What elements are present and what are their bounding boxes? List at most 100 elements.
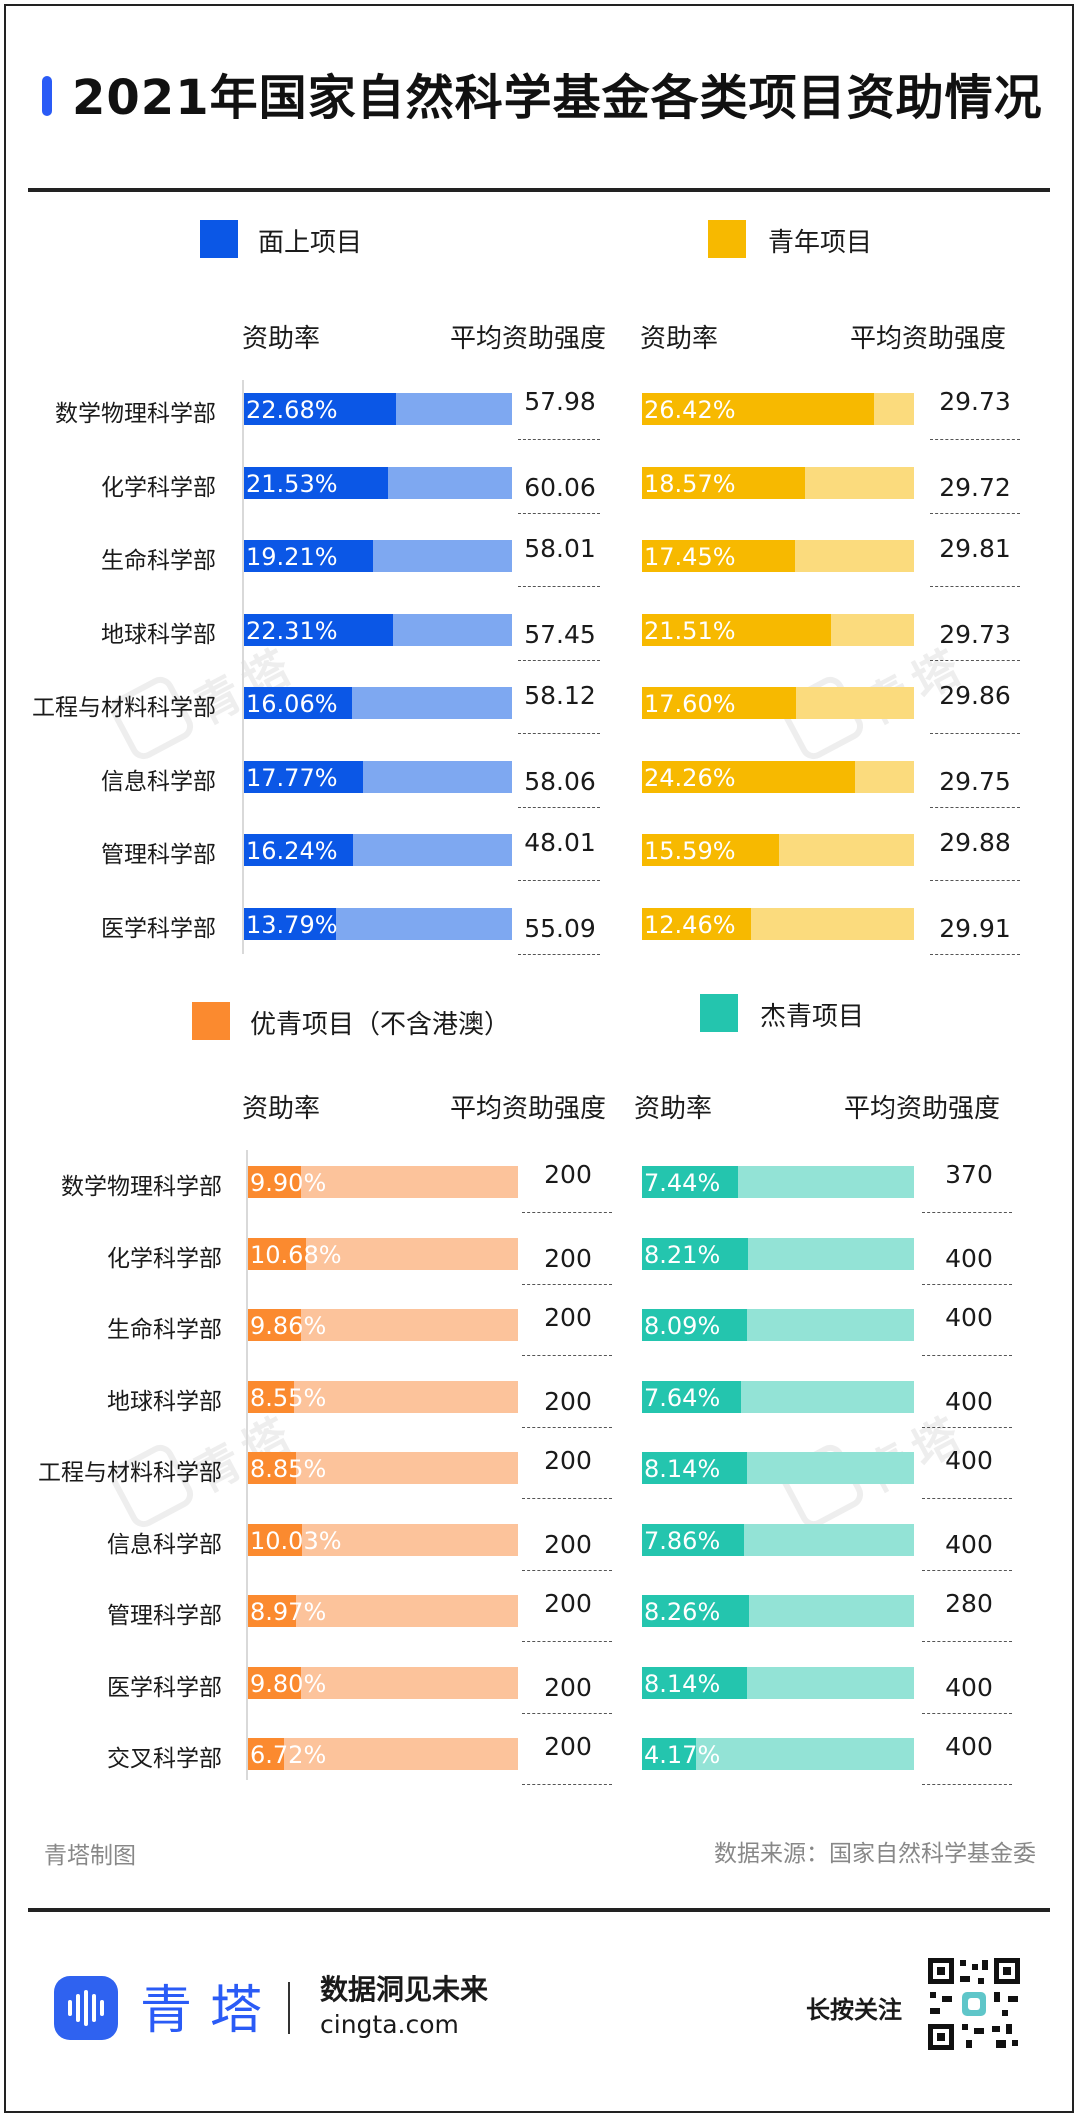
col-header-avg: 平均资助强度 [450, 1094, 607, 1124]
category-label: 工程与材料科学部 [38, 1460, 222, 1486]
rate-data-label: 8.21% [644, 1240, 721, 1269]
row-divider [930, 586, 1020, 587]
category-label: 生命科学部 [101, 548, 216, 574]
category-label: 化学科学部 [101, 474, 216, 501]
qr-code-icon[interactable] [926, 1956, 1022, 2052]
row-divider [930, 439, 1020, 440]
legend-swatch-distinguished [700, 994, 738, 1032]
row-divider [930, 806, 1020, 808]
row-divider [518, 953, 600, 955]
row-divider [922, 1355, 1012, 1356]
row-divider [522, 1641, 612, 1642]
avg-data-label: 57.45 [524, 619, 596, 649]
row-divider [518, 512, 600, 514]
rate-bar-fill [244, 760, 363, 793]
rate-bar-fill [642, 1595, 749, 1627]
avg-data-label: 29.86 [939, 681, 1011, 710]
rate-data-label: 6.72% [250, 1741, 327, 1769]
category-label: 管理科学部 [101, 842, 216, 868]
rate-data-label: 12.46% [644, 910, 736, 939]
rate-bar-fill [248, 1523, 302, 1556]
avg-data-label: 48.01 [524, 828, 596, 857]
rate-data-label: 24.26% [644, 763, 736, 792]
avg-data-label: 400 [945, 1529, 993, 1559]
category-label: 生命科学部 [107, 1317, 222, 1343]
rate-data-label: 7.44% [644, 1169, 721, 1197]
avg-data-label: 57.98 [524, 387, 596, 416]
avg-data-label: 29.73 [939, 387, 1011, 416]
col-header-rate: 资助率 [640, 324, 719, 354]
col-header-rate: 资助率 [242, 324, 321, 354]
row-divider [930, 880, 1020, 881]
category-label: 数学物理科学部 [61, 1174, 222, 1200]
rate-data-label: 21.51% [644, 616, 736, 645]
avg-data-label: 200 [544, 1160, 592, 1189]
legend-swatch-general [200, 220, 238, 258]
axis-line [242, 380, 244, 954]
rate-bar-fill [642, 1523, 744, 1556]
col-header-avg: 平均资助强度 [850, 324, 1007, 354]
brand-separator [288, 1982, 290, 2034]
rate-data-label: 9.90% [250, 1169, 327, 1197]
rate-bar-fill [642, 1666, 747, 1699]
legend-label-youth: 青年项目 [768, 228, 873, 258]
rate-bar-fill [248, 1738, 284, 1770]
row-divider [922, 1569, 1012, 1571]
row-divider [922, 1641, 1012, 1642]
rate-data-label: 8.55% [250, 1383, 327, 1412]
rate-data-label: 19.21% [246, 543, 338, 571]
rate-bar-fill [642, 907, 751, 940]
legend-label-excellent: 优青项目（不含港澳） [250, 1010, 511, 1040]
rate-bar-fill [642, 466, 805, 499]
rate-data-label: 8.26% [644, 1598, 721, 1626]
rate-bar-fill [642, 1380, 741, 1413]
rate-bar-fill [248, 1166, 301, 1198]
col-header-avg: 平均资助强度 [844, 1094, 1001, 1124]
legend-swatch-youth [708, 220, 746, 258]
row-divider [922, 1426, 1012, 1428]
avg-data-label: 55.09 [524, 913, 596, 943]
row-divider [930, 512, 1020, 514]
legend-label-distinguished: 杰青项目 [760, 1002, 865, 1032]
source-text: 数据来源：国家自然科学基金委 [714, 1841, 1036, 1867]
row-divider [522, 1212, 612, 1213]
row-divider [518, 806, 600, 808]
avg-data-label: 200 [544, 1529, 592, 1559]
rate-data-label: 13.79% [246, 910, 338, 939]
row-divider [522, 1784, 612, 1785]
category-label: 地球科学部 [107, 1388, 222, 1415]
axis-line [246, 1150, 248, 1780]
row-divider [522, 1283, 612, 1285]
row-divider [518, 880, 600, 881]
rate-data-label: 10.68% [250, 1240, 342, 1269]
category-label: 数学物理科学部 [55, 401, 216, 427]
rate-bar-fill [244, 540, 373, 572]
row-divider [522, 1426, 612, 1428]
rate-data-label: 15.59% [644, 837, 736, 865]
rate-data-label: 7.86% [644, 1526, 721, 1555]
rate-bar-fill [642, 393, 874, 425]
rate-bar-fill [248, 1237, 306, 1270]
avg-data-label: 400 [945, 1243, 993, 1273]
rate-data-label: 7.64% [644, 1383, 721, 1412]
avg-data-label: 400 [945, 1446, 993, 1475]
avg-data-label: 58.06 [524, 766, 596, 796]
rate-data-label: 8.14% [644, 1669, 721, 1698]
rate-data-label: 21.53% [246, 469, 338, 498]
avg-data-label: 60.06 [524, 472, 596, 502]
avg-data-label: 29.91 [939, 913, 1011, 943]
avg-data-label: 400 [945, 1386, 993, 1416]
rate-data-label: 22.68% [246, 396, 338, 424]
rate-bar-fill [642, 613, 831, 646]
rate-bar-fill [244, 907, 336, 940]
category-label: 交叉科学部 [107, 1746, 222, 1772]
row-divider [922, 1784, 1012, 1785]
brand-logo-icon [54, 1976, 118, 2040]
rate-data-label: 8.97% [250, 1598, 327, 1626]
rate-data-label: 4.17% [644, 1741, 721, 1769]
row-divider [522, 1498, 612, 1499]
row-divider [518, 586, 600, 587]
avg-data-label: 200 [544, 1386, 592, 1416]
category-label: 化学科学部 [107, 1245, 222, 1272]
top-divider [28, 188, 1050, 192]
